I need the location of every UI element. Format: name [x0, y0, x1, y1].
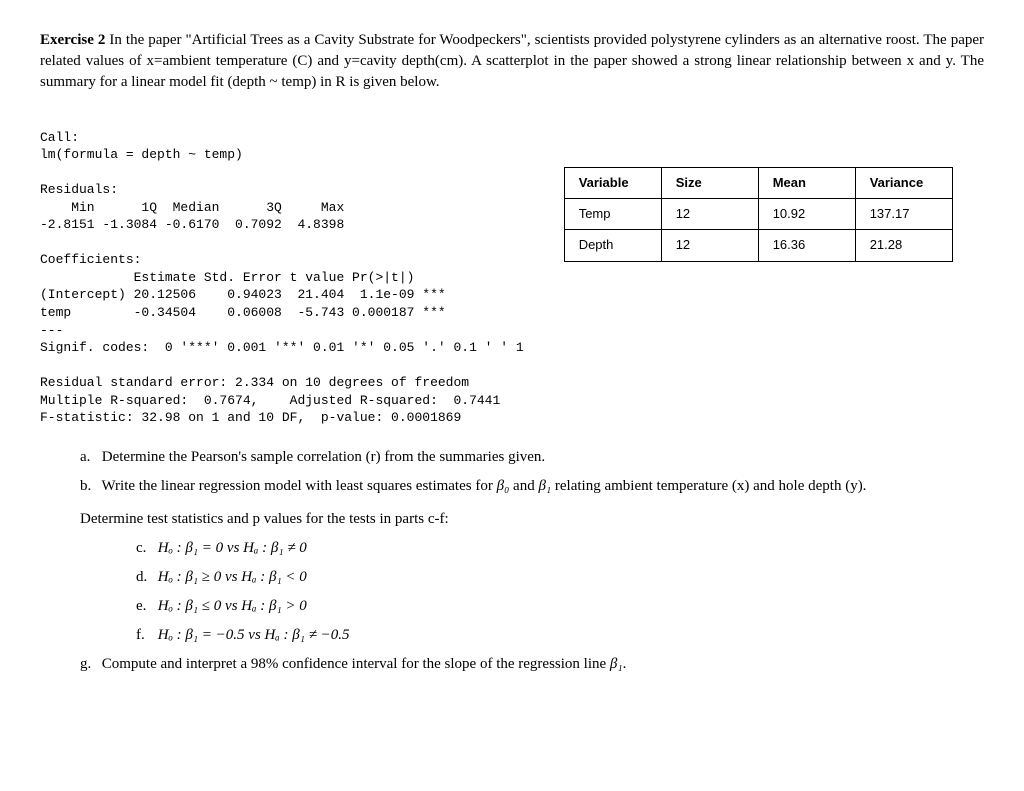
q-and: and [509, 478, 538, 494]
q-text: Hₒ : β₁ ≥ 0 vs Hₐ : β₁ < 0 [158, 569, 307, 585]
question-c: c. Hₒ : β₁ = 0 vs Hₐ : β₁ ≠ 0 [136, 538, 984, 559]
exercise-intro: Exercise 2 In the paper "Artificial Tree… [40, 30, 984, 93]
q-label: d. [136, 567, 154, 588]
exercise-text: In the paper "Artificial Trees as a Cavi… [40, 32, 984, 90]
q-text-pre: Compute and interpret a 98% confidence i… [102, 656, 610, 672]
td: 21.28 [855, 230, 952, 261]
th-size: Size [661, 168, 758, 199]
q-text: Hₒ : β₁ ≤ 0 vs Hₐ : β₁ > 0 [158, 598, 307, 614]
r-rse: Residual standard error: 2.334 on 10 deg… [40, 375, 469, 390]
question-f: f. Hₒ : β₁ = −0.5 vs Hₐ : β₁ ≠ −0.5 [136, 625, 984, 646]
exercise-title: Exercise 2 [40, 32, 105, 48]
q-text: Hₒ : β₁ = 0 vs Hₐ : β₁ ≠ 0 [158, 540, 307, 556]
r-dashes: --- [40, 323, 63, 338]
r-residuals-label: Residuals: [40, 182, 118, 197]
td: 16.36 [758, 230, 855, 261]
r-residuals-values: -2.8151 -1.3084 -0.6170 0.7092 4.8398 [40, 217, 344, 232]
q-text-post: . [623, 656, 627, 672]
question-e: e. Hₒ : β₁ ≤ 0 vs Hₐ : β₁ > 0 [136, 596, 984, 617]
td: 10.92 [758, 199, 855, 230]
q-label: c. [136, 538, 154, 559]
q-text-pre: Write the linear regression model with l… [101, 478, 496, 494]
q-text-post: relating ambient temperature (x) and hol… [551, 478, 866, 494]
th-variance: Variance [855, 168, 952, 199]
sub-questions: c. Hₒ : β₁ = 0 vs Hₐ : β₁ ≠ 0 d. Hₒ : β₁… [136, 538, 984, 646]
r-output: Call: lm(formula = depth ~ temp) Residua… [40, 111, 524, 427]
r-call-label: Call: [40, 130, 79, 145]
questions-block: a. Determine the Pearson's sample correl… [80, 447, 984, 675]
question-a: a. Determine the Pearson's sample correl… [80, 447, 984, 468]
q-label: a. [80, 447, 98, 468]
td: 12 [661, 199, 758, 230]
q-text: Determine the Pearson's sample correlati… [102, 449, 545, 465]
table-row: Variable Size Mean Variance [564, 168, 952, 199]
r-call-line: lm(formula = depth ~ temp) [40, 147, 243, 162]
td: 137.17 [855, 199, 952, 230]
question-g: g. Compute and interpret a 98% confidenc… [80, 654, 984, 675]
question-b: b. Write the linear regression model wit… [80, 476, 984, 497]
td: Depth [564, 230, 661, 261]
table-row: Depth 12 16.36 21.28 [564, 230, 952, 261]
r-output-and-table: Call: lm(formula = depth ~ temp) Residua… [40, 111, 984, 427]
r-coef-temp: temp -0.34504 0.06008 -5.743 0.000187 **… [40, 305, 446, 320]
r-fstat: F-statistic: 32.98 on 1 and 10 DF, p-val… [40, 410, 461, 425]
td: 12 [661, 230, 758, 261]
r-coef-header: Estimate Std. Error t value Pr(>|t|) [40, 270, 414, 285]
th-variable: Variable [564, 168, 661, 199]
beta1: β₁ [610, 656, 623, 672]
r-residuals-header: Min 1Q Median 3Q Max [40, 200, 344, 215]
r-signif: Signif. codes: 0 '***' 0.001 '**' 0.01 '… [40, 340, 524, 355]
sub-intro: Determine test statistics and p values f… [80, 509, 984, 530]
r-coefficients-label: Coefficients: [40, 252, 141, 267]
th-mean: Mean [758, 168, 855, 199]
q-label: e. [136, 596, 154, 617]
beta0: β₀ [497, 478, 510, 494]
r-r2: Multiple R-squared: 0.7674, Adjusted R-s… [40, 393, 500, 408]
r-coef-intercept: (Intercept) 20.12506 0.94023 21.404 1.1e… [40, 287, 446, 302]
table-row: Temp 12 10.92 137.17 [564, 199, 952, 230]
q-label: g. [80, 654, 98, 675]
q-label: f. [136, 625, 154, 646]
td: Temp [564, 199, 661, 230]
beta1: β₁ [538, 478, 551, 494]
stats-table: Variable Size Mean Variance Temp 12 10.9… [564, 167, 953, 262]
question-d: d. Hₒ : β₁ ≥ 0 vs Hₐ : β₁ < 0 [136, 567, 984, 588]
q-text: Hₒ : β₁ = −0.5 vs Hₐ : β₁ ≠ −0.5 [158, 627, 350, 643]
q-label: b. [80, 476, 98, 497]
